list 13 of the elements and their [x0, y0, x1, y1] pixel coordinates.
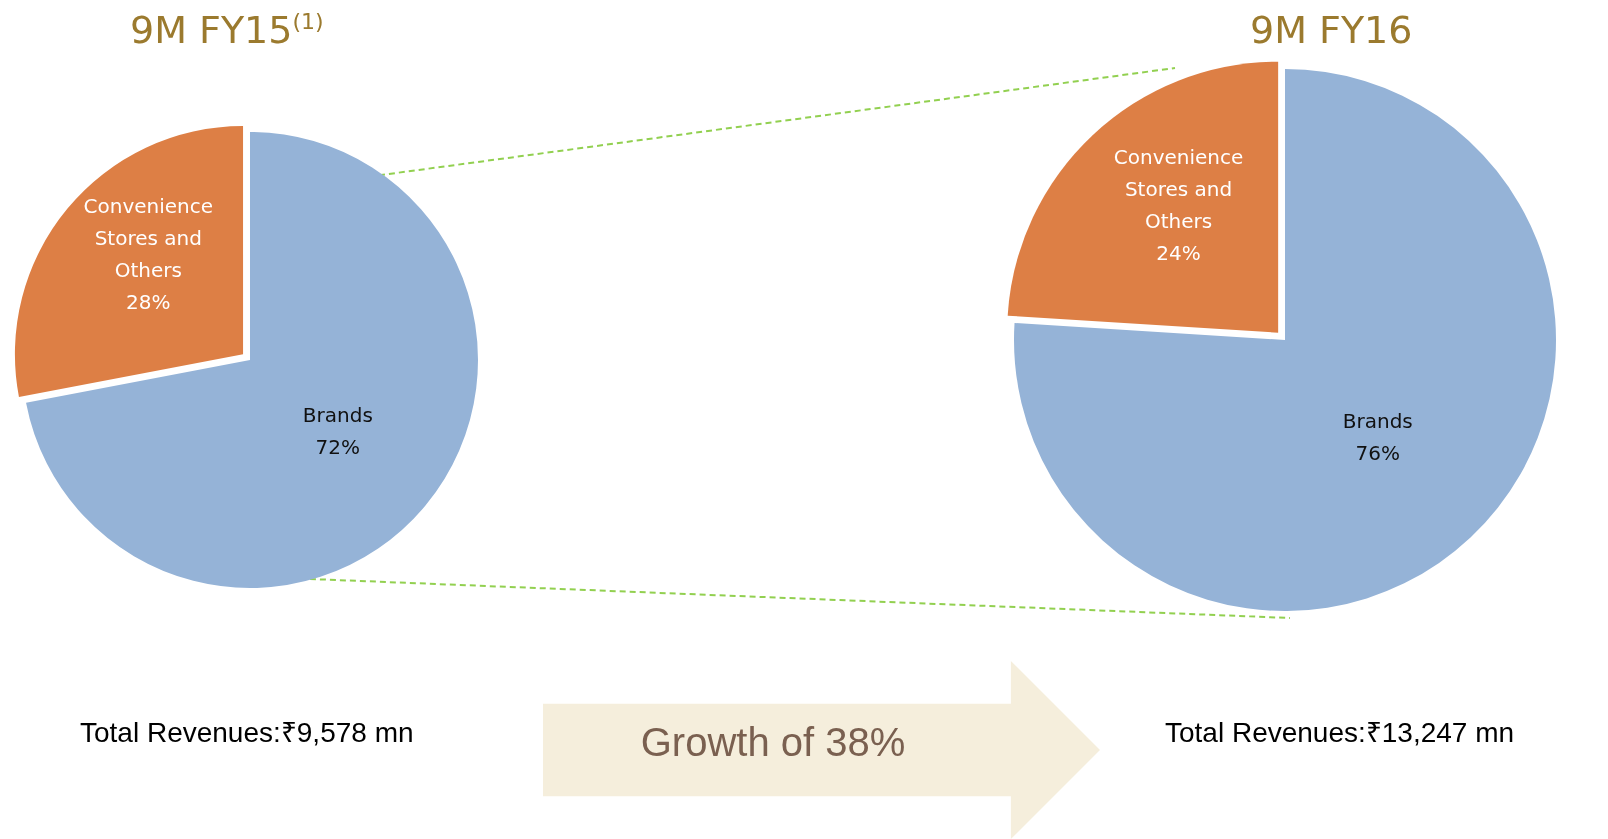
slice-label: Convenience Stores and Others [1113, 144, 1244, 233]
text: Growth of 38% [639, 720, 907, 765]
text: Total Revenues:₹9,578 mn [80, 716, 414, 750]
slice-label: Brands [1342, 408, 1413, 433]
slice-label: Brands [302, 402, 373, 427]
data-label: 24% [1156, 240, 1201, 265]
text: Total Revenues:₹13,247 mn [1165, 716, 1515, 750]
chart-title: 9M FY15$^{(1)}$ [130, 8, 324, 52]
slice-label: Convenience Stores and Others [83, 194, 214, 283]
data-label: 28% [126, 290, 171, 315]
chart-title: 9M FY16 [1250, 8, 1413, 52]
data-label: 72% [315, 434, 361, 459]
data-label: 76% [1355, 440, 1400, 465]
